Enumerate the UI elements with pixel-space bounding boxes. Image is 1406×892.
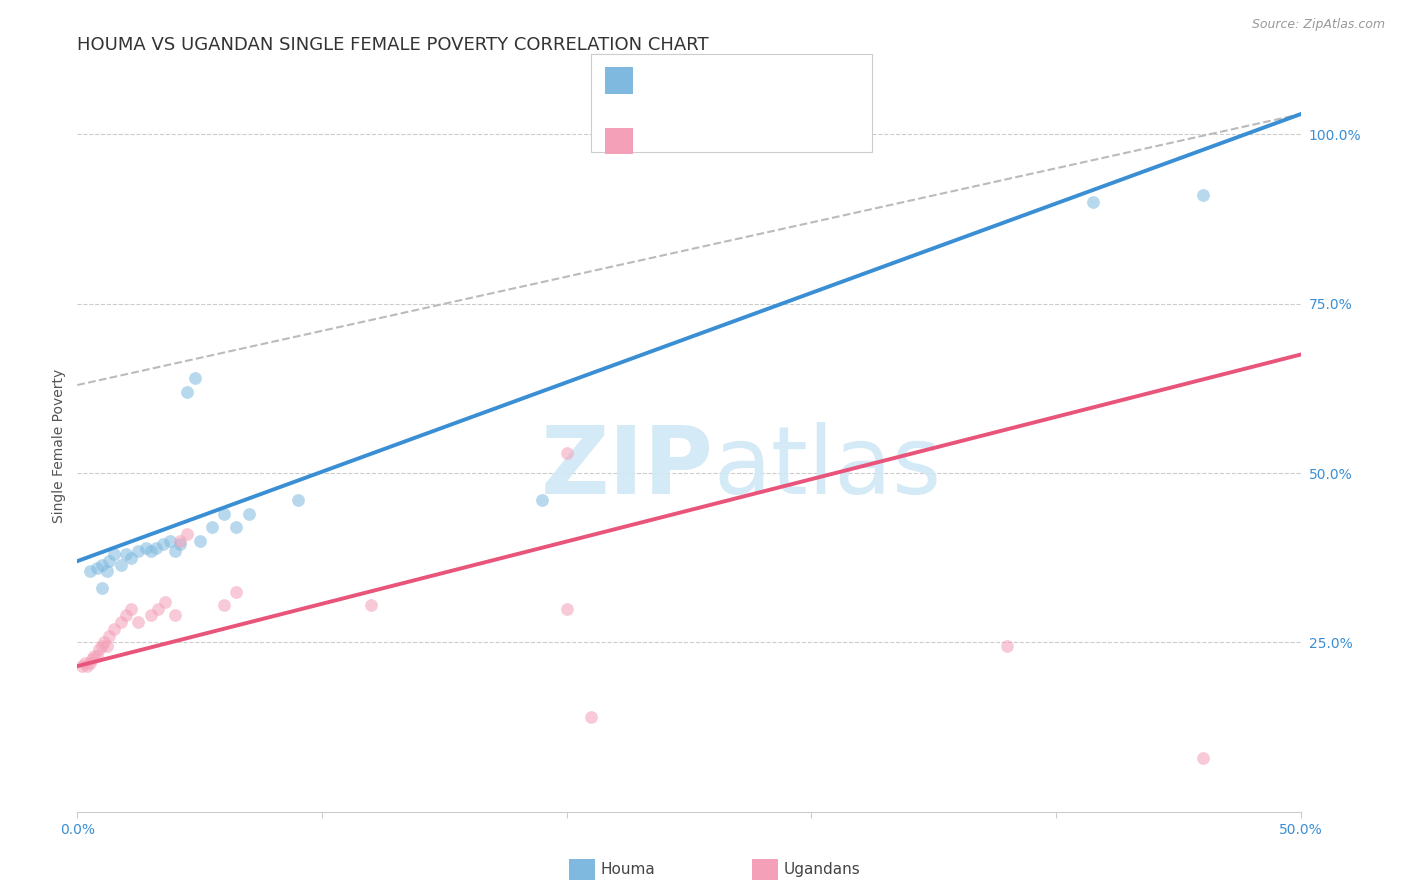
Text: atlas: atlas [713,422,942,514]
Point [212,507,235,521]
Point [152,537,174,551]
Point [165,608,187,623]
Point [89,642,111,657]
Point [201,520,224,534]
Text: Houma: Houma [600,863,655,877]
Point [360,598,382,612]
Text: N = 31: N = 31 [759,134,813,148]
Point [146,601,169,615]
Point [93,635,115,649]
Point [110,615,132,629]
Point [86,561,108,575]
Point [79,564,101,578]
Text: Source: ZipAtlas.com: Source: ZipAtlas.com [1251,18,1385,31]
Point [98,629,121,643]
Point [159,533,181,548]
Text: R = 0.825: R = 0.825 [644,73,720,87]
Point [1191,750,1213,764]
Point [579,710,602,724]
Point [139,608,162,623]
Point [287,493,309,508]
Point [555,601,578,615]
Point [70,659,93,673]
Point [115,608,138,623]
Y-axis label: Single Female Poverty: Single Female Poverty [52,369,66,523]
Text: R = 0.328: R = 0.328 [644,134,720,148]
Point [184,371,207,385]
Point [73,656,96,670]
Point [225,520,247,534]
Point [80,652,103,666]
Point [145,541,167,555]
Point [90,558,112,572]
Point [103,547,125,561]
Point [103,622,125,636]
Point [225,584,247,599]
Point [238,507,260,521]
Point [176,384,198,399]
Point [98,554,121,568]
Point [176,527,198,541]
Point [83,648,105,663]
Point [120,550,142,565]
Point [155,595,177,609]
Text: Ugandans: Ugandans [783,863,860,877]
Point [96,639,118,653]
Point [128,615,150,629]
Point [128,544,150,558]
Point [1081,195,1104,210]
Point [79,656,101,670]
Text: ZIP: ZIP [540,422,713,514]
Point [169,533,191,548]
Point [169,537,191,551]
Text: N = 29: N = 29 [759,73,813,87]
Point [90,639,112,653]
Point [90,581,112,595]
Point [86,648,108,663]
Point [110,558,132,572]
Point [165,544,187,558]
Point [139,544,162,558]
Point [1191,188,1213,202]
Point [531,493,554,508]
Point [135,541,157,555]
Point [995,639,1018,653]
Point [76,659,98,673]
Point [120,601,142,615]
Point [555,446,578,460]
Text: HOUMA VS UGANDAN SINGLE FEMALE POVERTY CORRELATION CHART: HOUMA VS UGANDAN SINGLE FEMALE POVERTY C… [77,36,709,54]
Point [115,547,138,561]
Point [212,598,235,612]
Point [96,564,118,578]
Point [188,533,211,548]
